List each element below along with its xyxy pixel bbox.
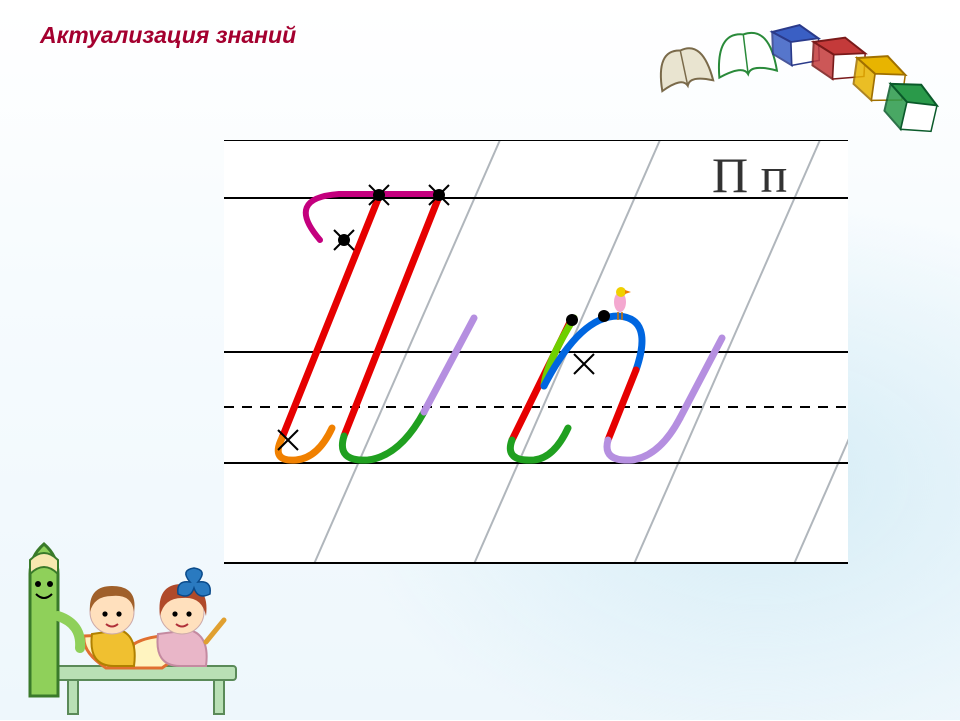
kids-decoration <box>10 516 260 716</box>
svg-text:П п: П п <box>712 147 787 203</box>
handwriting-svg: П п <box>224 140 848 564</box>
handwriting-paper: П п <box>224 140 848 564</box>
page-title: Актуализация знаний <box>40 22 296 49</box>
books-decoration <box>644 4 954 154</box>
